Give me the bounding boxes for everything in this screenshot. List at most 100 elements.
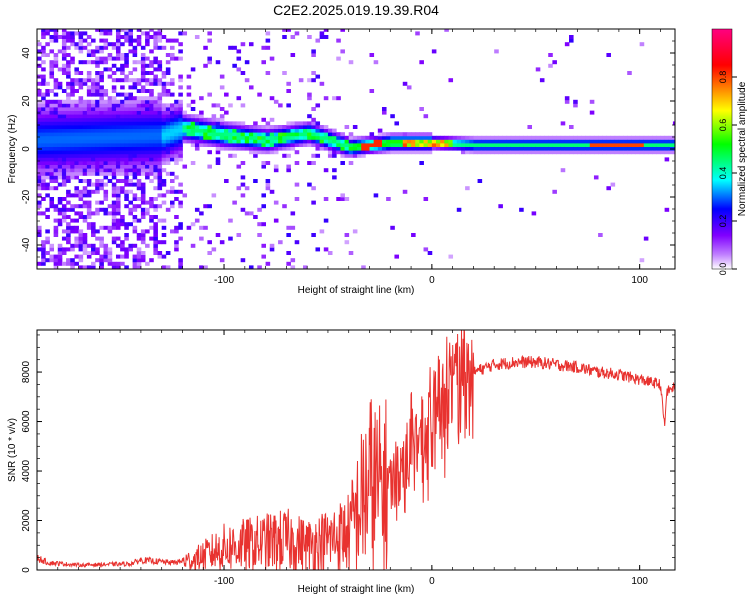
spectrogram-cell xyxy=(140,236,146,241)
spectrogram-cell xyxy=(157,175,163,180)
spectrogram-cell xyxy=(569,146,574,151)
spectrogram-cell xyxy=(82,139,88,144)
spectrogram-cell xyxy=(153,56,158,61)
spectrogram-cell xyxy=(49,114,55,119)
spectrogram-cell xyxy=(61,143,67,147)
spectrogram-cell xyxy=(473,146,478,151)
spectrogram-cell xyxy=(132,45,138,50)
spectrogram-cell xyxy=(157,240,163,245)
spectrogram-cell xyxy=(86,135,92,140)
spectrogram-cell xyxy=(66,63,71,68)
spectrogram-cell xyxy=(70,60,75,65)
spectrogram-cell xyxy=(157,193,163,198)
spectrogram-cell xyxy=(573,143,578,147)
spectrogram-cell xyxy=(61,99,67,104)
spectrogram-cell xyxy=(86,153,92,158)
spectrogram-cell xyxy=(107,150,113,155)
spectrogram-cell xyxy=(140,215,146,219)
spectrogram-cell xyxy=(82,103,88,108)
spectrogram-cell xyxy=(298,132,304,137)
spectrogram-cell xyxy=(91,92,96,97)
spectrogram-cell xyxy=(377,143,383,147)
spectrogram-cell xyxy=(95,258,100,263)
colorbar: 0.00.20.40.60.8 Normalized spectral ampl… xyxy=(711,28,748,276)
spectrogram-cell xyxy=(357,135,362,140)
spectrogram-cell xyxy=(37,168,42,173)
spectrogram-cell xyxy=(631,146,636,151)
spectrogram-cell xyxy=(157,114,163,119)
spectrogram-cell xyxy=(265,150,271,155)
spectrogram-cell xyxy=(99,96,104,101)
spectrogram-cell xyxy=(120,99,125,104)
snr-x-axis-label: Height of straight line (km) xyxy=(298,584,415,595)
spectrogram-cell xyxy=(415,31,420,36)
spectrogram-cell xyxy=(140,229,146,234)
spectrogram-cell xyxy=(494,139,499,144)
spectrogram-cell xyxy=(170,103,175,108)
spectrogram-cell xyxy=(257,265,262,269)
spectrogram-cell xyxy=(86,132,92,137)
spectrogram-cell xyxy=(627,150,632,155)
spectrogram-cell xyxy=(45,168,50,173)
spectrogram-cell xyxy=(37,233,42,237)
spectrogram-cell xyxy=(194,114,200,119)
spectrogram-cell xyxy=(61,63,67,68)
spectrogram-cell xyxy=(311,153,316,158)
spectrogram-cell xyxy=(66,74,71,79)
spectrogram-cell xyxy=(95,143,100,147)
spectrogram-cell xyxy=(95,153,100,158)
spectrogram-cell xyxy=(319,31,325,36)
spectrogram-x-tick-label: -100 xyxy=(214,275,234,286)
spectrogram-cell xyxy=(140,63,146,68)
spectrogram-cell xyxy=(311,71,316,75)
spectrogram-cell xyxy=(115,254,121,259)
spectrogram-cell xyxy=(402,132,408,137)
spectrogram-cell xyxy=(315,146,321,151)
spectrogram-cell xyxy=(531,150,537,155)
spectrogram-cell xyxy=(53,175,59,180)
spectrogram-cell xyxy=(49,63,55,68)
spectrogram-cell xyxy=(577,135,582,140)
spectrogram-cell xyxy=(140,74,146,79)
spectrogram-cell xyxy=(128,182,133,187)
spectrogram-cell xyxy=(115,243,121,248)
colorbar-tick-label: 0.0 xyxy=(718,263,728,276)
spectrogram-cell xyxy=(290,143,296,147)
spectrogram-cell xyxy=(53,204,59,209)
spectrogram-cell xyxy=(49,71,55,75)
spectrogram-cell xyxy=(419,132,424,137)
spectrogram-cell xyxy=(86,42,92,47)
spectrogram-cell xyxy=(278,240,283,245)
spectrogram-cell xyxy=(340,153,345,158)
spectrogram-cell xyxy=(157,153,163,158)
spectrogram-cell xyxy=(153,168,158,173)
spectrogram-cell xyxy=(82,215,88,219)
spectrogram-cell xyxy=(99,103,104,108)
spectrogram-cell xyxy=(111,236,117,241)
spectrogram-cell xyxy=(643,143,649,147)
spectrogram-cell xyxy=(41,139,46,144)
spectrogram-cell xyxy=(140,132,146,137)
spectrogram-cell xyxy=(174,99,179,104)
spectrogram-cell xyxy=(111,125,117,129)
spectrogram-cell xyxy=(132,204,138,209)
spectrogram-cell xyxy=(668,135,674,140)
spectrogram-cell xyxy=(91,150,96,155)
spectrogram-cell xyxy=(161,225,167,230)
spectrogram-cell xyxy=(120,247,125,252)
spectrogram-cell xyxy=(82,161,88,165)
spectrogram-cell xyxy=(248,265,254,269)
spectrogram-cell xyxy=(236,121,242,126)
spectrogram-cell xyxy=(253,179,258,183)
spectrogram-cell xyxy=(70,161,75,165)
spectrogram-cell xyxy=(128,211,133,216)
spectrogram-cell xyxy=(373,60,379,65)
spectrogram-cell xyxy=(57,258,63,263)
spectrogram-cell xyxy=(219,114,225,119)
spectrogram-cell xyxy=(149,96,154,101)
spectrogram-cell xyxy=(37,225,42,230)
spectrogram-cell xyxy=(290,128,296,133)
spectrogram-cell xyxy=(78,31,84,36)
spectrogram-cell xyxy=(327,128,333,133)
